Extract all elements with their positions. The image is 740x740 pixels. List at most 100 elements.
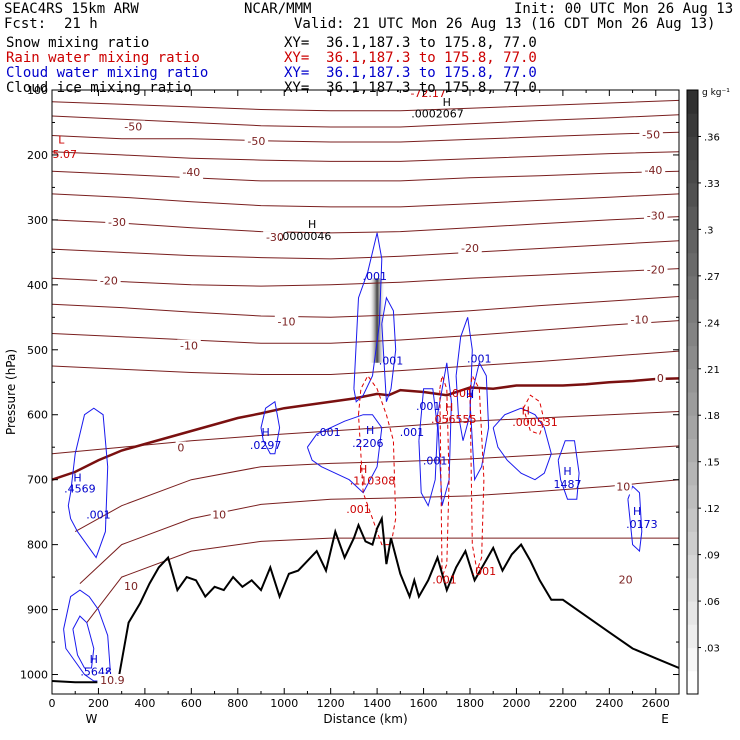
cloud-water-contour-8 <box>492 407 552 481</box>
plot-label-cloud: H <box>563 465 571 478</box>
isotherm--35 <box>52 193 679 208</box>
cloud-water-contour-6 <box>306 414 383 494</box>
colorbar-step <box>687 531 698 556</box>
isotherm--60 <box>52 99 679 112</box>
colorbar-step <box>687 624 698 649</box>
plot-label-cloud: .001 <box>363 270 388 283</box>
x-tick-label: 2200 <box>549 697 577 710</box>
plot-label-cloud: .0173 <box>626 518 658 531</box>
plot-label-isotherm: -10 <box>180 340 198 353</box>
isotherm-label-bg <box>179 166 204 181</box>
field-cloudice-name: Cloud ice mixing ratio <box>6 80 192 96</box>
plot-label-snow: H <box>443 96 451 109</box>
plot-label-cloud: 1487 <box>554 478 582 491</box>
colorbar-step <box>687 508 698 532</box>
plot-frame <box>51 89 680 695</box>
cloud-water-contour-9 <box>557 440 580 500</box>
isotherm-label-bg <box>274 315 299 330</box>
y-tick-label: 300 <box>27 214 48 227</box>
y-tick-label: 100 <box>27 84 48 97</box>
isotherm-label-bg <box>175 441 187 456</box>
plot-label-snow: .0002067 <box>411 108 464 121</box>
x-tick-label: 800 <box>227 697 248 710</box>
rain-water-contour-0 <box>358 374 397 546</box>
plot-label-isotherm: 10 <box>616 480 630 493</box>
x-tick-label: 600 <box>181 697 202 710</box>
x-end-east: E <box>661 712 669 726</box>
valid-time: Valid: 21 UTC Mon 26 Aug 13 (16 CDT Mon … <box>294 16 716 32</box>
plot-label-isotherm: 10 <box>212 508 226 521</box>
isotherm--45 <box>52 151 679 162</box>
plot-label-rain: H <box>359 463 367 476</box>
plot-label-isotherm: -50 <box>247 135 265 148</box>
plot-label-cloud: H <box>90 653 98 666</box>
y-tick-label: 500 <box>27 344 48 357</box>
plot-label-isotherm: -10 <box>278 316 296 329</box>
colorbar-tick-label: .09 <box>704 551 720 562</box>
isotherm--20 <box>52 268 679 287</box>
colorbar-step <box>687 322 698 347</box>
plot-label-cloud: H <box>73 471 81 484</box>
isotherm-freezing <box>52 377 679 481</box>
isotherm-20 <box>86 537 679 623</box>
y-tick-label: 400 <box>27 279 48 292</box>
y-tick-label: 900 <box>27 604 48 617</box>
cloud-water-contour-10 <box>627 485 643 553</box>
plot-label-isotherm: 10 <box>124 580 138 593</box>
plot-label-isotherm: 0 <box>657 372 664 385</box>
x-tick-label: 2400 <box>595 697 623 710</box>
plot-label-rain: .110308 <box>350 475 396 488</box>
isotherm-5 <box>52 411 679 455</box>
isotherm-15 <box>79 479 679 584</box>
fcst-label: Fcst: <box>4 16 47 32</box>
isotherm--5 <box>52 350 679 375</box>
fcst-value: 21 h <box>64 16 98 32</box>
plot-label-rain: .001 <box>448 387 473 400</box>
isotherm--50 <box>52 131 679 143</box>
colorbar-step <box>687 229 698 254</box>
plot-label-cloud: H <box>262 426 270 439</box>
isotherm--15 <box>52 296 679 318</box>
plot-label-cloud: .001 <box>400 426 425 439</box>
plot-label-cloud: H <box>633 505 641 518</box>
colorbar-step <box>687 601 698 625</box>
colorbar-step <box>687 577 698 602</box>
colorbar-step <box>687 368 698 393</box>
isotherm--25 <box>52 240 679 260</box>
colorbar-step <box>687 252 698 277</box>
plot-label-isotherm: -50 <box>642 128 660 141</box>
colorbar-step <box>687 90 698 114</box>
isotherm-label-bg <box>617 573 635 588</box>
isotherm-label-bg <box>121 120 146 135</box>
colorbar-tick-label: .03 <box>704 644 720 655</box>
plot-label-isotherm: -20 <box>647 264 665 277</box>
plot-label-isotherm: -30 <box>108 216 126 229</box>
field-rain-name: Rain water mixing ratio <box>6 50 200 66</box>
plot-label-snow: .0000046 <box>279 230 332 243</box>
plot-label-isotherm: 0 <box>177 442 184 455</box>
colorbar-step <box>687 415 698 439</box>
plot-label-isotherm: -30 <box>266 231 284 244</box>
field-snow-xy: XY= 36.1,187.3 to 175.8, 77.0 <box>284 35 537 51</box>
plot-label-isotherm: -20 <box>461 242 479 255</box>
colorbar-step <box>687 392 698 416</box>
x-tick-label: 1000 <box>270 697 298 710</box>
plot-label-rain: .001 <box>346 503 371 516</box>
model-title: SEAC4RS 15km ARW <box>4 1 139 17</box>
plot-label-rain: 55.07 <box>46 148 78 161</box>
isotherm-label-bg <box>105 216 129 231</box>
plot-label-isotherm: 20 <box>619 573 633 586</box>
plot-label-rain: L <box>58 134 65 147</box>
isotherm-label-bg <box>458 242 482 257</box>
isotherm-label-bg <box>627 313 652 328</box>
y-axis-title: Pressure (hPa) <box>4 349 18 435</box>
colorbar-step <box>687 647 698 672</box>
colorbar-step <box>687 113 698 137</box>
plot-label-extreme: -72.17 <box>410 87 445 100</box>
isotherm-label-bg <box>644 209 668 224</box>
colorbar-step <box>687 438 698 463</box>
isotherm-label-bg <box>244 134 269 149</box>
plot-label-rain: .000531 <box>512 416 558 429</box>
rain-water-contour-2 <box>469 374 485 573</box>
